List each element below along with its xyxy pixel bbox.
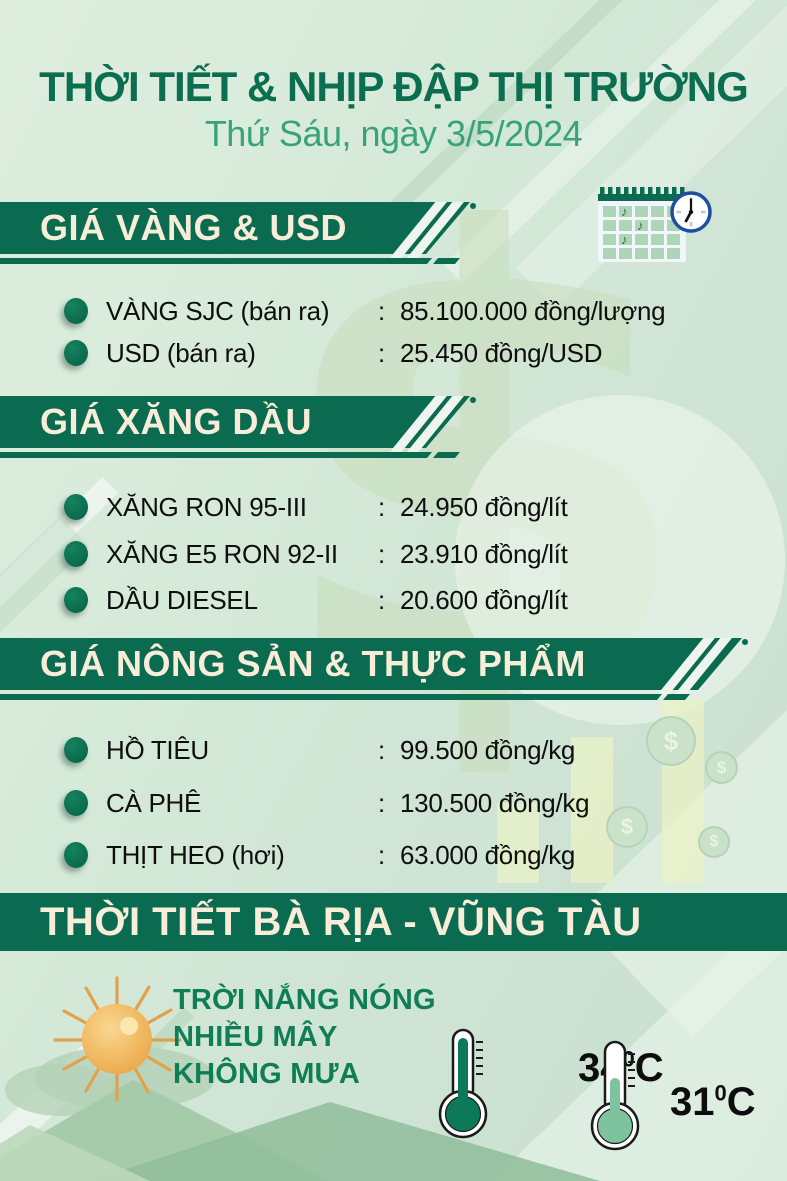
degree-symbol: 0 bbox=[714, 1080, 727, 1106]
price-value: 25.450 đồng/USD bbox=[400, 337, 603, 368]
price-label: XĂNG RON 95-III bbox=[106, 491, 307, 522]
section-title: GIÁ VÀNG & USD bbox=[40, 207, 348, 248]
temp-low: 310C bbox=[670, 1080, 756, 1125]
colon: : bbox=[378, 839, 386, 870]
price-row: XĂNG E5 RON 92-II : 23.910 đồng/lít bbox=[64, 537, 568, 571]
dollar-coin-icon: $ bbox=[606, 806, 648, 848]
sun-icon bbox=[53, 976, 182, 1102]
price-value: 20.600 đồng/lít bbox=[400, 584, 568, 615]
price-label: VÀNG SJC (bán ra) bbox=[106, 295, 330, 326]
colon: : bbox=[378, 295, 386, 326]
price-row: THỊT HEO (hơi) : 63.000 đồng/kg bbox=[64, 838, 575, 872]
bullet-icon bbox=[64, 340, 88, 366]
colon: : bbox=[378, 491, 386, 522]
bullet-icon bbox=[64, 298, 88, 324]
price-row: USD (bán ra) : 25.450 đồng/USD bbox=[64, 336, 603, 370]
price-label: DẦU DIESEL bbox=[106, 584, 258, 615]
weather-banner: THỜI TIẾT BÀ RỊA - VŨNG TÀU bbox=[0, 893, 787, 951]
section-title: GIÁ XĂNG DẦU bbox=[40, 401, 313, 442]
price-value: 99.500 đồng/kg bbox=[400, 734, 576, 765]
page-title: THỜI TIẾT & NHỊP ĐẬP THỊ TRƯỜNG bbox=[39, 63, 749, 110]
condition-line: TRỜI NẮNG NÓNG bbox=[173, 984, 436, 1016]
section-banner-fuel: GIÁ XĂNG DẦU bbox=[0, 396, 500, 466]
thermometer-low-icon bbox=[590, 1040, 640, 1151]
section-title: GIÁ NÔNG SẢN & THỰC PHẨM bbox=[40, 643, 586, 684]
music-note-glyph: ♪ bbox=[621, 204, 628, 219]
coin-symbol: $ bbox=[620, 814, 634, 839]
price-row: XĂNG RON 95-III : 24.950 đồng/lít bbox=[64, 490, 568, 524]
price-value: 24.950 đồng/lít bbox=[400, 491, 568, 522]
dollar-coin-icon: $ bbox=[705, 751, 738, 784]
weather-conditions: TRỜI NẮNG NÓNG NHIỀU MÂY KHÔNG MƯA bbox=[173, 982, 436, 1093]
price-label: THỊT HEO (hơi) bbox=[106, 839, 285, 870]
price-value: 130.500 đồng/kg bbox=[400, 787, 590, 818]
colon: : bbox=[378, 734, 386, 765]
price-label: XĂNG E5 RON 92-II bbox=[106, 538, 338, 569]
condition-line: NHIỀU MÂY bbox=[173, 1021, 338, 1053]
colon: : bbox=[378, 337, 386, 368]
colon: : bbox=[378, 787, 386, 818]
bullet-icon bbox=[64, 541, 88, 567]
coin-symbol: $ bbox=[709, 833, 719, 850]
price-row: HỒ TIÊU : 99.500 đồng/kg bbox=[64, 733, 575, 767]
price-label: CÀ PHÊ bbox=[106, 787, 202, 818]
price-row: CÀ PHÊ : 130.500 đồng/kg bbox=[64, 786, 590, 820]
calendar-icon: ♪ ♪ ♪ bbox=[598, 187, 712, 262]
clock-icon bbox=[670, 191, 712, 233]
section-banner-gold: GIÁ VÀNG & USD bbox=[0, 202, 500, 272]
temp-value: 31 bbox=[670, 1080, 715, 1124]
bullet-icon bbox=[64, 587, 88, 613]
dollar-coin-icon: $ bbox=[646, 716, 696, 766]
price-label: USD (bán ra) bbox=[106, 337, 256, 368]
thermometer-high-icon bbox=[438, 1028, 488, 1139]
bullet-icon bbox=[64, 842, 88, 868]
temp-unit: C bbox=[726, 1080, 756, 1124]
music-note-glyph: ♪ bbox=[621, 232, 628, 247]
bullet-icon bbox=[64, 737, 88, 763]
colon: : bbox=[378, 584, 386, 615]
coin-symbol: $ bbox=[663, 725, 679, 756]
page-date: Thứ Sáu, ngày 3/5/2024 bbox=[204, 113, 583, 154]
bullet-icon bbox=[64, 790, 88, 816]
colon: : bbox=[378, 538, 386, 569]
condition-line: KHÔNG MƯA bbox=[173, 1058, 360, 1090]
music-note-glyph: ♪ bbox=[637, 218, 644, 233]
price-row: VÀNG SJC (bán ra) : 85.100.000 đồng/lượn… bbox=[64, 294, 666, 328]
price-value: 23.910 đồng/lít bbox=[400, 538, 568, 569]
price-label: HỒ TIÊU bbox=[106, 734, 209, 765]
temp-unit: C bbox=[634, 1046, 664, 1090]
weather-title: THỜI TIẾT BÀ RỊA - VŨNG TÀU bbox=[40, 900, 642, 944]
dollar-coin-icon: $ bbox=[698, 826, 730, 858]
coin-symbol: $ bbox=[716, 757, 727, 777]
bullet-icon bbox=[64, 494, 88, 520]
bar-chart-decor bbox=[662, 699, 704, 883]
section-banner-agri: GIÁ NÔNG SẢN & THỰC PHẨM bbox=[0, 638, 770, 708]
price-value: 63.000 đồng/kg bbox=[400, 839, 576, 870]
price-value: 85.100.000 đồng/lượng bbox=[400, 295, 666, 326]
price-row: DẦU DIESEL : 20.600 đồng/lít bbox=[64, 583, 568, 617]
